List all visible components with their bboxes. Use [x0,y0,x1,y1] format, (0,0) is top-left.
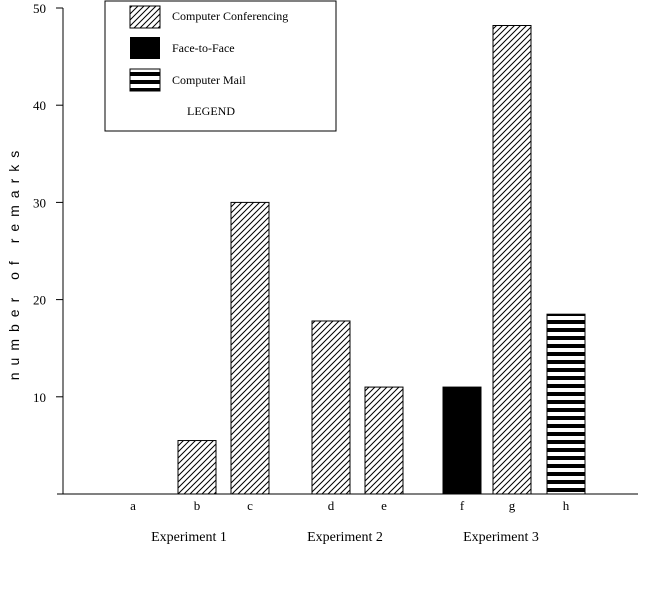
y-ticks: 10 20 30 40 50 [33,1,63,405]
group-label-experiment-3: Experiment 3 [463,530,539,545]
category-label-d: d [328,498,335,513]
category-label-c: c [247,498,253,513]
category-label-e: e [381,498,387,513]
category-labels: a b c d e f g h [130,498,570,513]
bar-c [230,201,270,495]
category-label-f: f [460,498,465,513]
legend-label-computer-conferencing: Computer Conferencing [172,9,288,23]
legend-title: LEGEND [187,104,235,118]
legend-swatch-computer-conferencing [129,5,161,29]
category-label-h: h [563,498,570,513]
bar-g [492,24,532,495]
y-tick-label: 40 [33,98,46,113]
category-label-b: b [194,498,201,513]
group-labels: Experiment 1 Experiment 2 Experiment 3 [151,530,539,545]
y-tick-label: 50 [33,1,46,16]
bar-f [442,386,482,495]
bars [177,24,586,495]
bar-e [364,386,404,495]
y-tick-label: 20 [33,293,46,308]
legend-label-computer-mail: Computer Mail [172,73,246,87]
bar-h [546,313,586,495]
category-label-a: a [130,498,136,513]
legend-swatch-computer-mail [129,68,161,92]
category-label-g: g [509,498,516,513]
y-tick-label: 10 [33,390,46,405]
bar-b [177,440,217,495]
y-tick-label: 30 [33,195,46,210]
legend-label-face-to-face: Face-to-Face [172,41,235,55]
group-label-experiment-1: Experiment 1 [151,530,227,545]
bar-d [311,320,351,495]
legend-swatch-face-to-face [130,37,160,59]
y-axis-label: number of remarks [6,144,22,380]
group-label-experiment-2: Experiment 2 [307,530,383,545]
legend: Computer Conferencing Face-to-Face Compu… [104,0,337,132]
